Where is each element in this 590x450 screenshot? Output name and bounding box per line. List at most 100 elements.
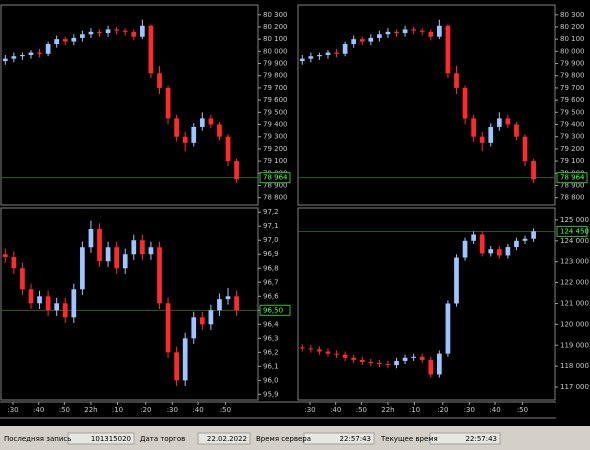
y-tick-label: 96,9 [263, 250, 279, 258]
candle-body [20, 268, 25, 290]
y-tick-label: 79 200 [263, 145, 288, 153]
status-value: 22:57:43 [340, 435, 371, 443]
y-tick-label: 79 500 [560, 108, 585, 116]
y-tick-label: 79 100 [560, 157, 585, 165]
candle-body [208, 118, 214, 125]
candle-body [445, 303, 451, 354]
candle-body [522, 238, 528, 241]
x-tick-label: :10 [409, 406, 420, 414]
y-tick-label: 79 200 [560, 145, 585, 153]
x-tick-label: :40 [489, 406, 500, 414]
candle-body [234, 161, 239, 180]
candle-body [531, 161, 536, 180]
candle-body [97, 31, 102, 34]
candle-body [351, 357, 357, 360]
candle-body [105, 29, 111, 34]
candle-body [114, 29, 120, 31]
candle-body [317, 55, 322, 57]
y-tick-label: 96,6 [263, 292, 279, 300]
x-tick-label: :50 [356, 406, 367, 414]
candle-body [45, 296, 51, 311]
y-tick-label: 79 400 [263, 121, 288, 129]
candle-body [454, 73, 459, 88]
y-tick-label: 123 000 [560, 258, 589, 266]
candle-body [122, 254, 128, 269]
candle-body [419, 356, 425, 360]
candle-body [342, 354, 348, 358]
y-tick-label: 79 600 [560, 96, 585, 104]
candle-body [462, 240, 468, 258]
y-tick-label: 78 900 [263, 181, 288, 189]
candle-body [157, 247, 162, 304]
candle-body [505, 247, 511, 256]
candle-body [402, 29, 408, 34]
y-tick-label: 80 100 [263, 35, 288, 43]
candle-body [62, 303, 68, 318]
candle-body [105, 247, 111, 262]
candle-body [28, 289, 34, 304]
x-tick-label: :30 [464, 406, 475, 414]
field-box [197, 432, 251, 445]
y-tick-label: 117 000 [560, 383, 589, 391]
candle-body [514, 240, 519, 248]
y-tick-label: 80 200 [263, 23, 288, 31]
candle-body [342, 44, 348, 54]
candle-body [299, 347, 305, 349]
x-tick-label: :50 [220, 406, 231, 414]
x-tick-label: 22h [84, 406, 97, 414]
candle-body [37, 52, 42, 54]
y-tick-label: 79 300 [560, 133, 585, 141]
x-tick-label: :40 [33, 406, 44, 414]
y-tick-label: 124 000 [560, 237, 589, 245]
y-tick-label: 118 000 [560, 362, 589, 370]
candle-body [122, 30, 128, 32]
candle-body [54, 303, 60, 311]
candle-body [428, 359, 434, 375]
candle-body [45, 44, 51, 54]
candle-body [148, 25, 154, 74]
y-tick-label: 96,0 [263, 376, 279, 384]
y-tick-label: 95,9 [263, 390, 279, 398]
candle-body [131, 240, 137, 255]
y-tick-label: 79 800 [263, 72, 288, 80]
x-tick-label: :50 [59, 406, 70, 414]
candle-body [182, 136, 188, 143]
candle-body [334, 52, 339, 54]
candle-body [182, 338, 188, 381]
candle-body [394, 360, 399, 366]
candle-body [385, 31, 391, 35]
y-tick-label: 79 500 [263, 108, 288, 116]
candle-body [62, 39, 68, 42]
y-tick-label: 80 100 [560, 35, 585, 43]
candle-body [419, 30, 425, 32]
candle-body [217, 299, 222, 311]
field-box [303, 432, 375, 445]
candle-body [514, 124, 519, 137]
chart-panel [0, 4, 259, 206]
candle-body [377, 34, 382, 38]
x-tick-label: 22h [381, 406, 394, 414]
candle-body [114, 247, 120, 269]
candle-body [496, 249, 502, 256]
y-tick-label: 96,2 [263, 348, 279, 356]
status-value: 22:57:43 [466, 435, 497, 443]
candle-body [148, 247, 154, 255]
candle-body [402, 357, 408, 361]
y-tick-label: 96,3 [263, 334, 279, 342]
y-tick-label: 79 300 [263, 133, 288, 141]
chart-panel [0, 207, 259, 401]
y-tick-label: 122 000 [560, 279, 589, 287]
y-tick-label: 80 000 [560, 47, 585, 55]
candle-body [325, 351, 331, 354]
candle-body [368, 37, 374, 42]
candle-body [368, 361, 374, 364]
candle-body [37, 296, 42, 304]
y-tick-label: 78 800 [560, 194, 585, 202]
last-price-label: 78 964 [560, 174, 585, 182]
y-tick-label: 79 700 [560, 84, 585, 92]
candle-body [454, 257, 459, 304]
y-tick-label: 78 800 [263, 194, 288, 202]
y-tick-label: 79 700 [263, 84, 288, 92]
y-tick-label: 121 000 [560, 299, 589, 307]
candle-body [139, 240, 145, 255]
